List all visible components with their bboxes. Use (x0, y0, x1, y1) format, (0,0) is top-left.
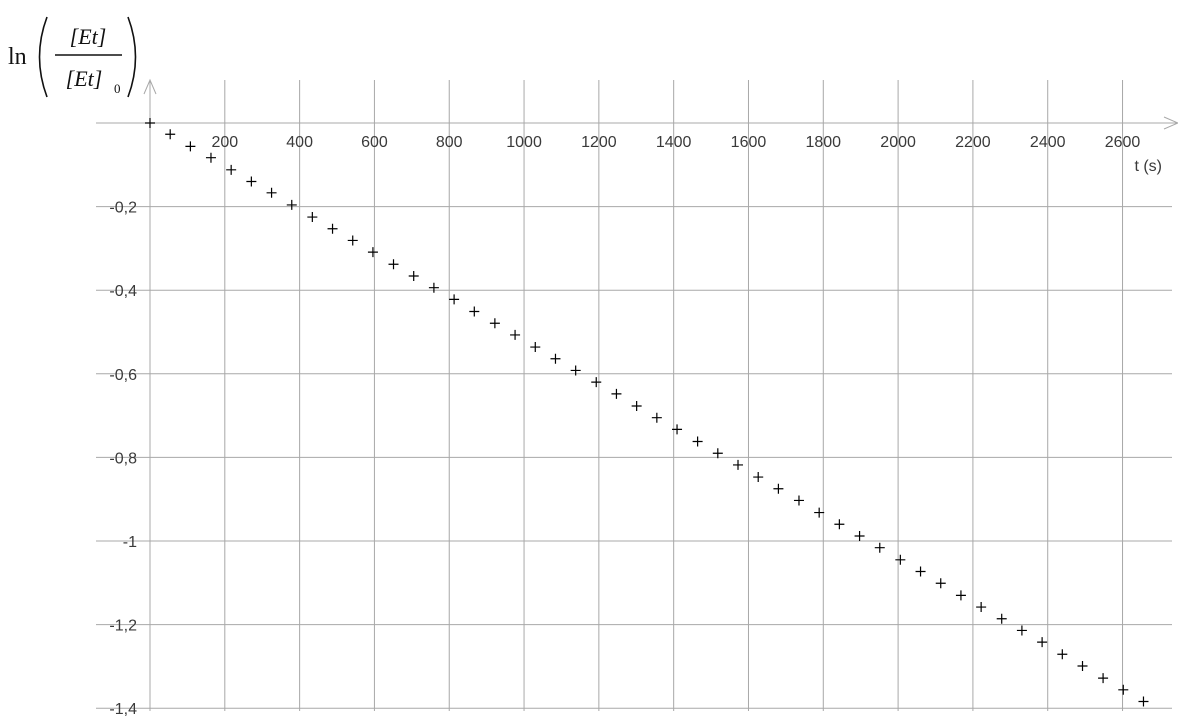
data-point (1098, 673, 1109, 684)
y-axis-arrow (143, 78, 157, 95)
data-point (753, 472, 764, 483)
data-point (226, 164, 237, 175)
data-point (793, 495, 804, 506)
data-point (327, 223, 338, 234)
data-point (266, 187, 277, 198)
x-tick-label: 1200 (581, 134, 617, 151)
data-point (428, 282, 439, 293)
data-point (854, 530, 865, 541)
data-point (692, 436, 703, 447)
data-point (1138, 696, 1149, 707)
x-axis-arrow (1163, 116, 1178, 130)
data-point (388, 259, 399, 270)
data-point (570, 365, 581, 376)
x-tick-label: 200 (211, 134, 238, 151)
data-point (286, 199, 297, 210)
data-point (530, 342, 541, 353)
y-tick-label: -0,8 (109, 450, 137, 467)
y-axis-title-function: ln (8, 44, 27, 70)
data-point (449, 294, 460, 305)
data-point (185, 141, 196, 152)
data-point (814, 507, 825, 518)
data-point (874, 542, 885, 553)
data-point (935, 578, 946, 589)
y-tick-label: -0,4 (109, 283, 137, 300)
y-axis-title: ln [Et] [Et] 0 (8, 16, 137, 98)
data-points (145, 118, 1149, 707)
data-point (955, 590, 966, 601)
y-tick-label: -1,4 (109, 701, 137, 718)
data-point (773, 483, 784, 494)
data-point (1057, 649, 1068, 660)
x-tick-label: 1400 (656, 134, 692, 151)
y-tick-label: -1,2 (109, 618, 137, 635)
x-tick-label: 1800 (805, 134, 841, 151)
x-tick-label: 800 (436, 134, 463, 151)
y-tick-label: -0,6 (109, 367, 137, 384)
y-axis-title-numerator: [Et] (70, 24, 107, 49)
data-point (733, 459, 744, 470)
x-tick-label: 2000 (880, 134, 916, 151)
x-tick-label: 2400 (1030, 134, 1066, 151)
data-point (307, 212, 318, 223)
data-point (611, 388, 622, 399)
data-point (510, 329, 521, 340)
data-point (347, 235, 358, 246)
x-axis-title: t (s) (1134, 158, 1162, 175)
data-point (489, 318, 500, 329)
x-tick-label: 1600 (731, 134, 767, 151)
data-point (408, 270, 419, 281)
data-point (915, 566, 926, 577)
tick-labels: 200 400 600 800 1000 1200 1400 1600 1800 2000 2200… (109, 134, 1140, 718)
y-tick-label: -1 (123, 534, 137, 551)
data-point (834, 519, 845, 530)
x-tick-label: 1000 (506, 134, 542, 151)
axes (96, 78, 1178, 711)
data-point (631, 400, 642, 411)
x-tick-label: 600 (361, 134, 388, 151)
data-point (672, 424, 683, 435)
data-point (651, 412, 662, 423)
data-point (165, 129, 176, 140)
data-point (1037, 637, 1048, 648)
x-tick-label: 2200 (955, 134, 991, 151)
x-tick-label: 2600 (1105, 134, 1141, 151)
data-point (205, 152, 216, 163)
y-axis-title-denominator-subscript: 0 (114, 81, 121, 96)
y-tick-label: -0,2 (109, 200, 137, 217)
data-point (996, 613, 1007, 624)
data-point (1016, 625, 1027, 636)
data-point (712, 448, 723, 459)
data-point (246, 176, 257, 187)
data-point (1077, 660, 1088, 671)
data-point (591, 377, 602, 388)
data-point (145, 118, 155, 128)
grid (96, 80, 1172, 711)
y-axis-title-denominator: [Et] (66, 66, 103, 91)
y-axis-title-right-paren (127, 16, 137, 98)
data-point (976, 602, 987, 613)
data-point (895, 554, 906, 565)
y-axis-title-left-paren (38, 16, 48, 98)
x-tick-label: 400 (286, 134, 313, 151)
data-point (367, 247, 378, 258)
data-point (1118, 684, 1129, 695)
data-point (550, 353, 561, 364)
data-point (469, 306, 480, 317)
